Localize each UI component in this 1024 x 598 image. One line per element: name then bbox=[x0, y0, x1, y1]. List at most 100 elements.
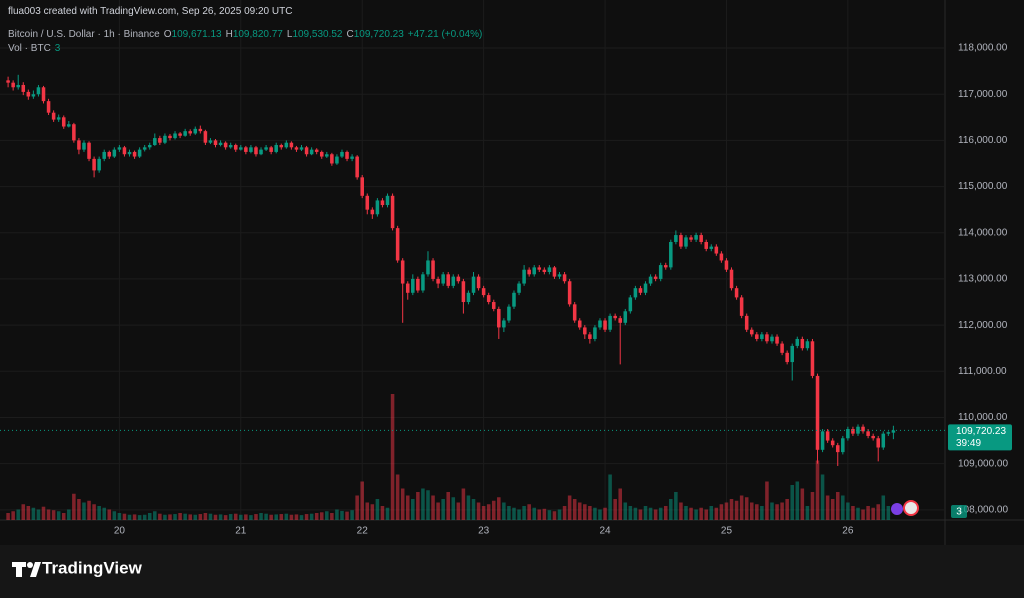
volume-bar bbox=[158, 514, 162, 520]
ohlc-name: H bbox=[226, 29, 233, 40]
y-tick-label: 110,000.00 bbox=[958, 412, 1008, 423]
volume-bar bbox=[320, 512, 324, 520]
candle-body bbox=[32, 94, 36, 96]
candle-body bbox=[841, 438, 845, 452]
candle-body bbox=[629, 297, 633, 311]
candle-body bbox=[57, 117, 61, 119]
candle-body bbox=[244, 147, 248, 152]
candle-body bbox=[543, 270, 547, 272]
volume-bar bbox=[325, 511, 329, 520]
candle-body bbox=[598, 320, 602, 327]
candle-body bbox=[320, 152, 324, 157]
volume-bar bbox=[639, 510, 643, 521]
candle-body bbox=[573, 304, 577, 320]
volume-bar bbox=[411, 499, 415, 520]
candle-body bbox=[72, 124, 76, 140]
candle-body bbox=[745, 316, 749, 330]
credit-row: flua003 created with TradingView.com, Se… bbox=[8, 6, 292, 17]
candle-body bbox=[47, 101, 51, 113]
volume-bar bbox=[674, 492, 678, 520]
candle-body bbox=[199, 129, 203, 131]
candle-body bbox=[82, 143, 86, 150]
volume-bar bbox=[254, 514, 258, 520]
volume-bar bbox=[340, 511, 344, 520]
candle-body bbox=[649, 277, 653, 284]
candle-body bbox=[801, 339, 805, 348]
candle-body bbox=[204, 131, 208, 143]
volume-bar bbox=[143, 515, 147, 520]
volume-bar bbox=[497, 497, 501, 520]
volume-bar bbox=[138, 515, 142, 520]
candle-body bbox=[269, 147, 273, 152]
ohlc-value: 109,530.52 bbox=[292, 29, 342, 40]
candle-body bbox=[760, 334, 764, 339]
candle-body bbox=[300, 147, 304, 149]
candle-body bbox=[234, 145, 238, 150]
volume-bar bbox=[629, 506, 633, 520]
candle-body bbox=[366, 196, 370, 210]
candle-body bbox=[588, 334, 592, 339]
ohlc-name: C bbox=[347, 29, 354, 40]
ohlc-item: O109,671.13 bbox=[164, 29, 222, 40]
volume-bar bbox=[856, 508, 860, 520]
volume-bar bbox=[264, 514, 268, 520]
volume-bar bbox=[102, 508, 106, 520]
candle-body bbox=[527, 270, 531, 275]
candle-body bbox=[846, 429, 850, 438]
volume-bar bbox=[467, 496, 471, 521]
y-tick-label: 111,000.00 bbox=[958, 366, 1007, 377]
candle-body bbox=[87, 143, 91, 159]
volume-bar bbox=[527, 504, 531, 520]
candle-body bbox=[613, 316, 617, 318]
candle-body bbox=[376, 200, 380, 214]
volume-bar bbox=[452, 497, 456, 520]
volume-bar bbox=[188, 514, 192, 520]
candle-body bbox=[259, 150, 263, 155]
volume-bar bbox=[47, 510, 51, 521]
candle-body bbox=[345, 152, 349, 159]
candle-body bbox=[634, 288, 638, 297]
volume-bar bbox=[280, 514, 284, 520]
volume-bar bbox=[618, 489, 622, 521]
candle-body bbox=[689, 237, 693, 239]
volume-bar bbox=[310, 514, 314, 520]
volume-bar bbox=[128, 515, 132, 520]
candle-body bbox=[593, 327, 597, 339]
volume-bar bbox=[295, 514, 299, 520]
volume-bar bbox=[831, 499, 835, 520]
volume-bar bbox=[22, 504, 26, 520]
volume-bar bbox=[32, 508, 36, 520]
volume-bar bbox=[826, 496, 830, 521]
candle-body bbox=[295, 147, 299, 149]
candle-body bbox=[158, 138, 162, 143]
candle-body bbox=[522, 270, 526, 284]
candle-body bbox=[315, 150, 319, 152]
candle-body bbox=[608, 316, 612, 330]
candle-body bbox=[659, 265, 663, 279]
volume-bar bbox=[401, 489, 405, 521]
volume-bar bbox=[649, 508, 653, 520]
volume-bar bbox=[57, 511, 61, 520]
candle-body bbox=[340, 152, 344, 157]
candle-body bbox=[725, 260, 729, 269]
candle-body bbox=[37, 87, 41, 94]
candle-body bbox=[441, 274, 445, 283]
volume-bar bbox=[548, 510, 552, 520]
volume-bar bbox=[113, 511, 117, 520]
countdown: 39:49 bbox=[956, 438, 981, 449]
volume-bar bbox=[760, 506, 764, 520]
candle-body bbox=[467, 293, 471, 302]
candle-body bbox=[730, 270, 734, 288]
candle-body bbox=[77, 140, 81, 149]
volume-bar bbox=[431, 496, 435, 521]
candle-body bbox=[811, 341, 815, 376]
candle-body bbox=[355, 157, 359, 178]
volume-value: 3 bbox=[55, 43, 61, 54]
volume-bar bbox=[811, 492, 815, 520]
volume-bar bbox=[421, 489, 425, 521]
volume-bar bbox=[735, 501, 739, 520]
candle-body bbox=[102, 152, 106, 159]
candle-body bbox=[330, 154, 334, 163]
volume-bar bbox=[204, 513, 208, 520]
